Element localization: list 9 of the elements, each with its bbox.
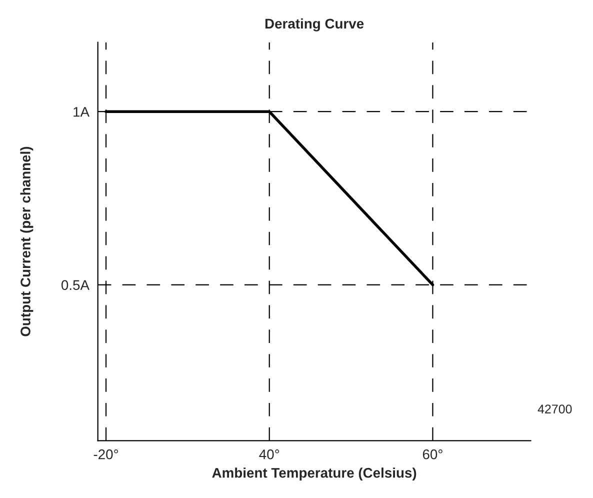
y-tick-label: 0.5A: [61, 280, 90, 290]
y-tick-label: 1A: [74, 107, 90, 117]
y-axis-title: Output Current (per channel): [20, 146, 34, 336]
text: 42700: [538, 404, 572, 414]
x-tick-label: 60°: [422, 449, 442, 460]
x-tick-label: 40°: [259, 449, 280, 460]
x-axis-title: Ambient Temperature (Celsius): [212, 468, 416, 481]
chart-title: Derating Curve: [265, 18, 364, 32]
x-tick-label: -20°: [94, 449, 118, 460]
